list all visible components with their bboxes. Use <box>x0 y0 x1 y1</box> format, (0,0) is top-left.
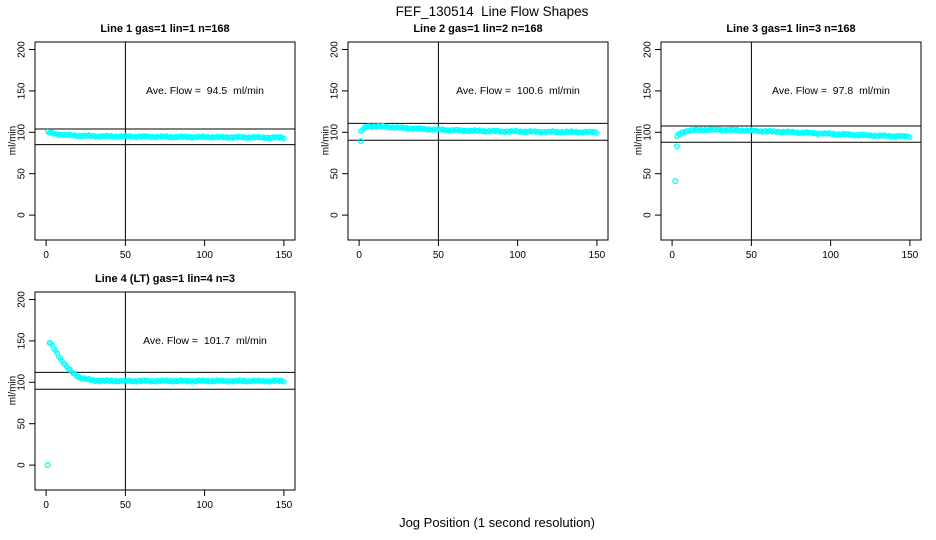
svg-text:150: 150 <box>902 250 919 261</box>
svg-text:50: 50 <box>17 418 28 430</box>
svg-text:50: 50 <box>120 500 132 511</box>
svg-text:100: 100 <box>822 250 839 261</box>
svg-text:150: 150 <box>17 332 28 349</box>
plot-canvas-line-3: 0 50 100 150 200 0 50 100 150 <box>643 41 922 261</box>
svg-text:150: 150 <box>330 82 341 99</box>
svg-text:0: 0 <box>17 462 28 468</box>
ave-flow-label: Ave. Flow = 94.5 ml/min <box>146 85 264 97</box>
y-axis-label: ml/min <box>7 125 19 156</box>
svg-text:100: 100 <box>643 124 654 141</box>
svg-text:100: 100 <box>17 124 28 141</box>
panel-title: Line 1 gas=1 lin=1 n=168 <box>100 23 230 35</box>
svg-text:150: 150 <box>17 82 28 99</box>
svg-text:200: 200 <box>17 291 28 308</box>
panel-line-2: 0 50 100 150 200 0 50 100 150 Line 2 gas=1 lin=2… <box>313 20 625 272</box>
panel-line-1: 0 50 100 150 200 0 50 100 150 Line 1 gas=1 lin=1… <box>0 20 312 272</box>
plot-canvas-line-1: 0 50 100 150 200 0 50 100 150 <box>17 41 296 261</box>
plot-canvas-line-4: 0 50 100 150 200 0 50 100 150 <box>17 291 296 511</box>
svg-text:150: 150 <box>276 250 293 261</box>
svg-text:0: 0 <box>356 250 362 261</box>
plot-canvas-line-2: 0 50 100 150 200 0 50 100 150 <box>330 41 609 261</box>
svg-text:0: 0 <box>669 250 675 261</box>
svg-text:0: 0 <box>43 500 49 511</box>
svg-text:0: 0 <box>43 250 49 261</box>
x-axis-label: Jog Position (1 second resolution) <box>399 515 595 530</box>
svg-text:50: 50 <box>17 168 28 180</box>
svg-text:100: 100 <box>17 374 28 391</box>
svg-text:100: 100 <box>196 250 213 261</box>
ave-flow-label: Ave. Flow = 101.7 ml/min <box>143 335 267 347</box>
ave-flow-label: Ave. Flow = 97.8 ml/min <box>772 85 890 97</box>
y-axis-label: ml/min <box>320 125 332 156</box>
svg-text:100: 100 <box>509 250 526 261</box>
svg-text:50: 50 <box>330 168 341 180</box>
panel-line-3: 0 50 100 150 200 0 50 100 150 Line 3 gas=1 lin=3… <box>626 20 936 272</box>
svg-text:50: 50 <box>120 250 132 261</box>
y-axis-label: ml/min <box>7 375 19 406</box>
svg-text:0: 0 <box>643 212 654 218</box>
figure-title: FEF_130514 Line Flow Shapes <box>395 4 589 19</box>
svg-text:150: 150 <box>276 500 293 511</box>
svg-text:50: 50 <box>746 250 758 261</box>
svg-text:100: 100 <box>196 500 213 511</box>
svg-text:100: 100 <box>330 124 341 141</box>
svg-text:50: 50 <box>433 250 445 261</box>
svg-text:200: 200 <box>643 41 654 58</box>
panel-title: Line 2 gas=1 lin=2 n=168 <box>413 23 543 35</box>
panel-title: Line 4 (LT) gas=1 lin=4 n=3 <box>94 273 236 285</box>
svg-text:200: 200 <box>17 41 28 58</box>
svg-text:150: 150 <box>643 82 654 99</box>
svg-text:200: 200 <box>330 41 341 58</box>
y-axis-label: ml/min <box>633 125 645 156</box>
svg-text:0: 0 <box>17 212 28 218</box>
ave-flow-label: Ave. Flow = 100.6 ml/min <box>456 85 580 97</box>
svg-text:150: 150 <box>589 250 606 261</box>
panel-title: Line 3 gas=1 lin=3 n=168 <box>726 23 856 35</box>
svg-text:0: 0 <box>330 212 341 218</box>
svg-text:50: 50 <box>643 168 654 180</box>
panel-line-4: 0 50 100 150 200 0 50 100 150 Line 4 (LT) gas=1 … <box>0 270 312 522</box>
